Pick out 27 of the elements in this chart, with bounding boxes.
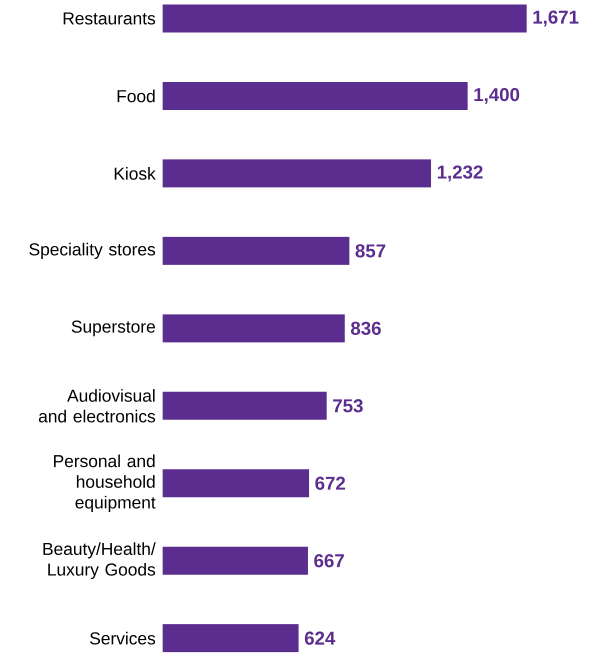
bar	[162, 236, 350, 265]
bar	[162, 546, 308, 575]
y-tick-label: Superstore	[72, 320, 155, 336]
y-tick-label: Personal and household equipment	[54, 454, 156, 512]
bar	[162, 624, 299, 652]
data-label: 1,671	[533, 10, 578, 26]
bar	[162, 4, 527, 32]
data-label: 753	[333, 399, 363, 412]
bar	[162, 392, 327, 420]
data-label: 857	[356, 244, 386, 258]
y-tick-label: Speciality stores	[29, 242, 156, 259]
data-label: 1,400	[474, 88, 520, 104]
bar	[162, 159, 432, 188]
y-tick-label: Beauty/Health/ Luxury Goods	[43, 542, 156, 580]
bar	[162, 314, 345, 342]
y-tick-label: Services	[90, 632, 156, 645]
data-label: 1,232	[438, 165, 483, 182]
bar	[162, 469, 310, 498]
data-label: 667	[314, 554, 344, 568]
y-tick-label: Restaurants	[64, 12, 156, 25]
data-label: 624	[304, 632, 336, 645]
y-tick-label: Audiovisual and electronics	[38, 389, 156, 422]
bar	[162, 82, 468, 110]
data-label: 672	[315, 476, 346, 490]
y-tick-label: Food	[118, 90, 155, 102]
y-tick-label: Kiosk	[114, 167, 156, 180]
data-label: 836	[350, 322, 381, 335]
